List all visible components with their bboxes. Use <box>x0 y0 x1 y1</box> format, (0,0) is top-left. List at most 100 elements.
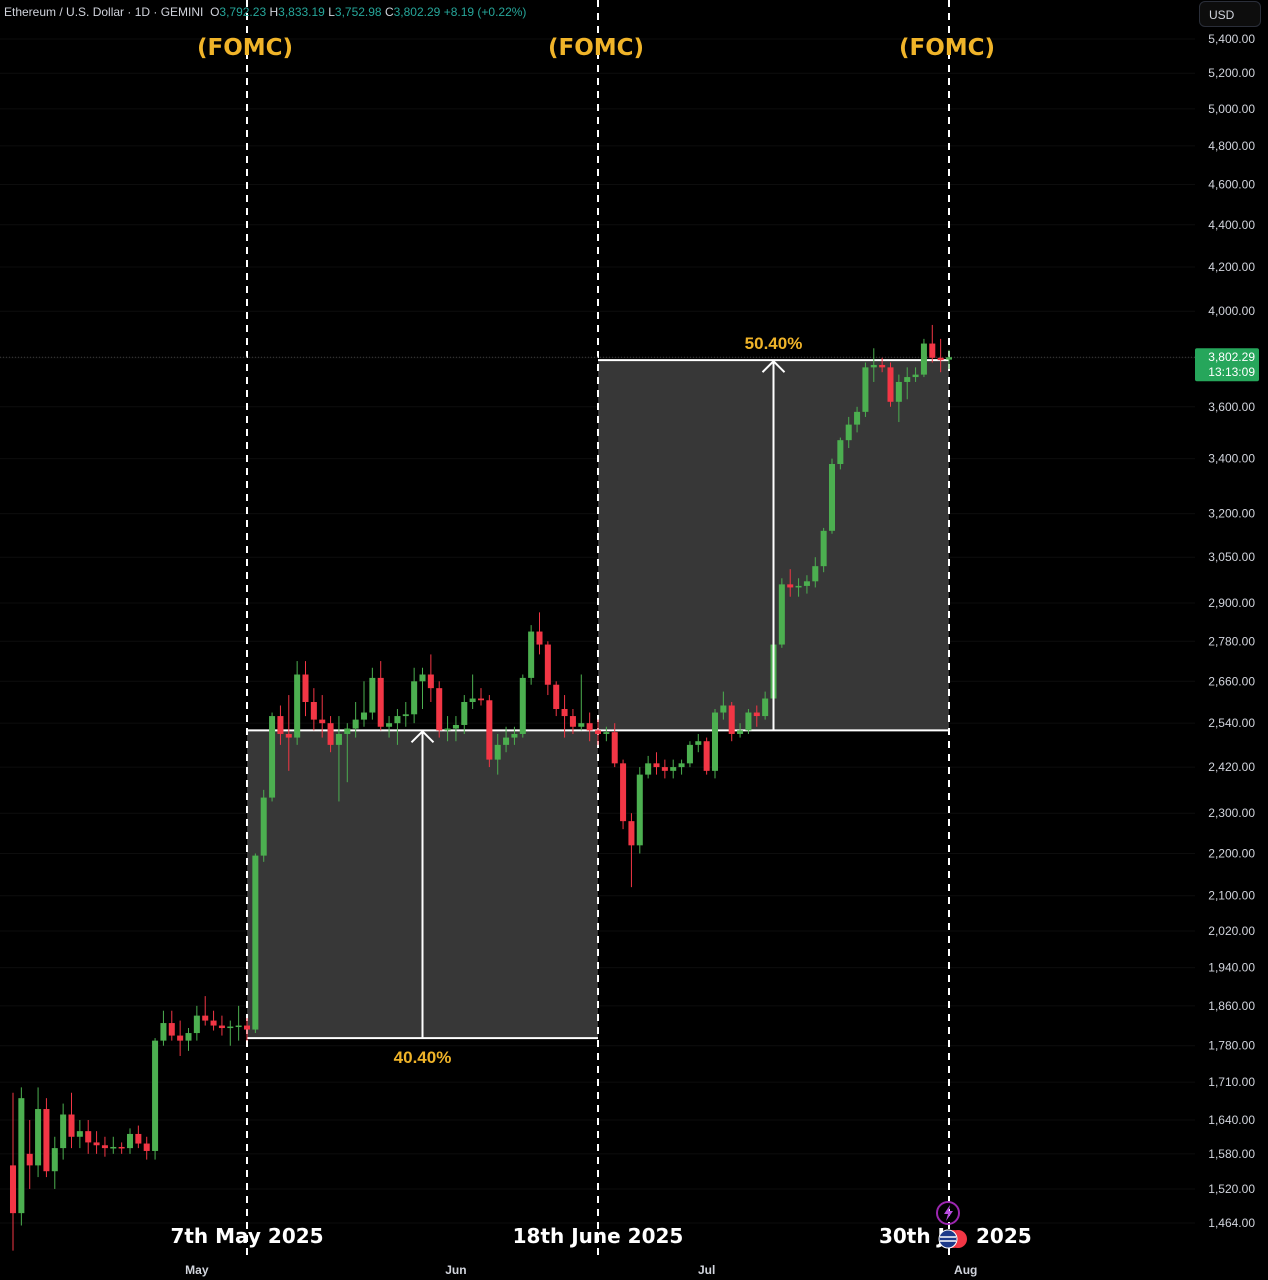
candle-body <box>302 674 309 703</box>
fomc-label: (FOMC) <box>899 35 995 61</box>
economic-events <box>936 1201 967 1249</box>
candle-body <box>536 631 543 645</box>
candle-body <box>569 716 576 727</box>
candle-body <box>185 1033 192 1041</box>
price-tick-label: 3,600.00 <box>1208 400 1255 414</box>
candle-body <box>762 698 769 717</box>
candle-body <box>912 374 919 378</box>
symbol-title[interactable]: Ethereum / U.S. Dollar · 1D · GEMINI <box>4 5 204 19</box>
candle-body <box>210 1020 217 1026</box>
candle-body <box>285 733 292 738</box>
candle-body <box>828 464 836 531</box>
price-tick-label: 2,020.00 <box>1208 924 1255 938</box>
candle-body <box>895 381 902 402</box>
candle-body <box>862 367 869 412</box>
measurement-label: 50.40% <box>745 334 803 353</box>
close-label: C <box>384 5 394 19</box>
candle-body <box>586 723 593 731</box>
arrow-head <box>410 729 435 744</box>
candle-body <box>85 1131 92 1143</box>
last-price-badge <box>1195 348 1259 382</box>
candle-body <box>444 728 451 731</box>
candle-body <box>143 1143 150 1151</box>
candle-body <box>394 716 401 724</box>
candle-body <box>277 716 284 734</box>
candle-body <box>737 730 744 734</box>
price-tick-label: 5,000.00 <box>1208 102 1255 116</box>
candle-body <box>594 730 602 734</box>
price-tick-label: 2,660.00 <box>1208 674 1255 688</box>
price-tick-label: 2,540.00 <box>1208 716 1255 730</box>
candle-body <box>436 688 443 731</box>
time-axis: May Jun Jul Aug <box>185 1263 977 1277</box>
annotations: 40.40% 50.40% (FOMC) 7th May 2025 (FOMC) 18th… <box>170 35 1031 1248</box>
candle-body <box>703 741 710 771</box>
candle-body <box>110 1146 117 1149</box>
open-value: 3,792.23 <box>219 5 267 19</box>
price-tick-label: 1,580.00 <box>1208 1147 1255 1161</box>
candle-body <box>68 1114 75 1137</box>
candle-body <box>870 364 877 368</box>
candle-body <box>243 1025 251 1030</box>
candle-body <box>686 744 693 764</box>
price-tick-label: 1,710.00 <box>1208 1075 1255 1089</box>
event-icon-lightning[interactable] <box>936 1201 960 1225</box>
price-tick-label: 5,400.00 <box>1208 32 1255 46</box>
close-value: 3,802.29 <box>393 5 441 19</box>
candle-body <box>26 1153 33 1166</box>
candle-body <box>43 1109 50 1172</box>
candle-body <box>469 698 476 703</box>
candle-body <box>720 705 727 713</box>
candle-body <box>787 584 794 588</box>
candle-body <box>661 767 668 771</box>
candle-body <box>118 1146 125 1149</box>
candle-body <box>93 1142 100 1146</box>
measurement-label: 40.40% <box>394 1048 452 1067</box>
month-tick-label: Jun <box>445 1263 466 1277</box>
candle-body <box>427 674 434 689</box>
candle-body <box>937 357 944 361</box>
symbol-header: Ethereum / U.S. Dollar · 1D · GEMINI O3,… <box>4 5 526 19</box>
price-tick-label: 2,420.00 <box>1208 760 1255 774</box>
fomc-date-label: 30th J <box>879 1224 945 1248</box>
fomc-date-label: 7th May 2025 <box>170 1224 323 1248</box>
price-tick-label: 4,000.00 <box>1208 304 1255 318</box>
candle-body <box>51 1148 58 1172</box>
candles <box>9 324 953 1251</box>
candle-body <box>101 1145 108 1149</box>
candle-body <box>511 733 518 738</box>
candle-body <box>820 530 827 567</box>
candle-body <box>678 763 685 768</box>
last-price-value: 3,802.29 <box>1208 350 1255 364</box>
candle-body <box>152 1040 159 1151</box>
high-value: 3,833.19 <box>278 5 325 19</box>
candle-body <box>745 712 752 731</box>
candle-body <box>335 733 342 745</box>
us-flag-stripes <box>940 1236 956 1242</box>
fomc-label: (FOMC) <box>548 35 644 61</box>
currency-button[interactable]: USD <box>1199 1 1261 27</box>
month-tick-label: Aug <box>954 1263 977 1277</box>
candle-body <box>419 674 426 682</box>
price-tick-label: 1,464.00 <box>1208 1216 1255 1230</box>
price-tick-label: 2,200.00 <box>1208 847 1255 861</box>
month-tick-label: Jul <box>698 1263 715 1277</box>
candle-body <box>9 1165 17 1214</box>
candle-body <box>35 1109 42 1166</box>
candle-body <box>402 714 409 717</box>
candle-body <box>386 723 393 727</box>
candle-countdown: 13:13:09 <box>1208 365 1255 379</box>
candle-body <box>503 737 510 745</box>
candle-body <box>528 631 535 678</box>
us-flag-icon[interactable] <box>938 1229 958 1249</box>
candle-body <box>670 767 677 771</box>
candle-body <box>795 585 802 588</box>
candle-body <box>578 723 585 727</box>
candle-body <box>887 367 894 402</box>
arrow-head <box>761 359 786 373</box>
candle-body <box>310 702 317 720</box>
candle-body <box>854 411 861 425</box>
change-value: +8.19 (+0.22%) <box>443 5 527 19</box>
